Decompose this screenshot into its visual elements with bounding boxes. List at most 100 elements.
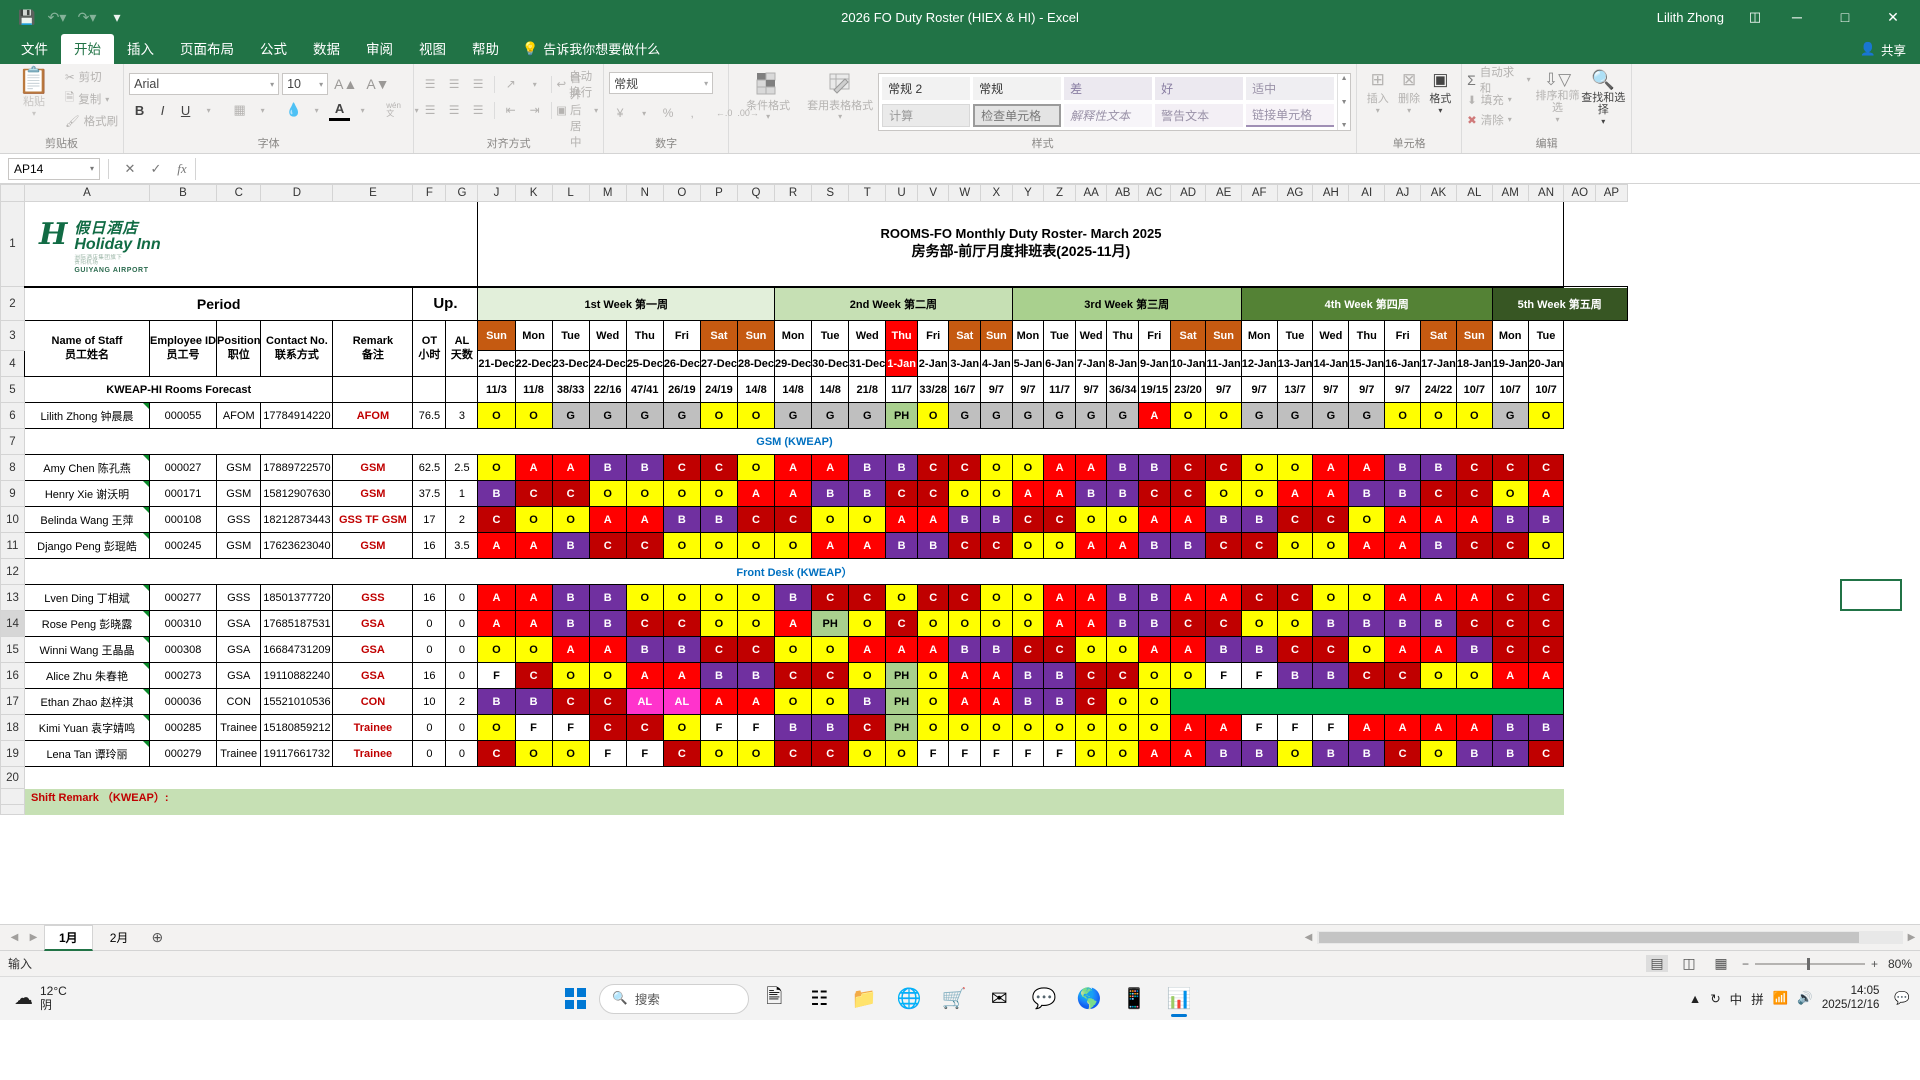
prev-sheet-icon[interactable]: ▶ xyxy=(29,932,38,943)
shift-cell[interactable]: O xyxy=(1074,636,1108,663)
shift-cell[interactable]: G xyxy=(774,402,813,429)
shift-cell[interactable]: C xyxy=(1527,454,1565,481)
staff-id[interactable]: 000245 xyxy=(148,532,218,559)
scroll-right-icon[interactable]: ▶ xyxy=(1907,932,1916,943)
shift-cell[interactable]: C xyxy=(1455,480,1493,507)
staff-ot[interactable]: 37.5 xyxy=(412,480,447,507)
shift-cell[interactable]: A xyxy=(1276,480,1314,507)
shift-cell[interactable]: B xyxy=(811,480,850,507)
column-header-X[interactable]: X xyxy=(980,184,1013,202)
shift-cell[interactable]: O xyxy=(662,532,701,559)
taskview-icon[interactable]: 🖹 xyxy=(766,985,783,1008)
column-header-J[interactable]: J xyxy=(477,184,516,202)
sheet-row-19[interactable]: 19 Lena Tan 谭玲丽 000279 Trainee 19117661732 Tr… xyxy=(0,740,1628,767)
shift-cell[interactable]: A xyxy=(1074,584,1108,611)
style-good[interactable]: 好 xyxy=(1155,77,1244,100)
share-button[interactable]: 👤 共享 xyxy=(1860,40,1920,64)
shift-cell[interactable]: C xyxy=(514,480,553,507)
shift-cell[interactable]: B xyxy=(1348,610,1386,637)
column-header-S[interactable]: S xyxy=(811,184,850,202)
decrease-decimal-icon[interactable]: .00→ xyxy=(737,108,759,118)
shift-cell[interactable]: O xyxy=(477,636,516,663)
staff-name[interactable]: Lilith Zhong 钟晨晨 xyxy=(24,402,150,429)
shift-cell[interactable]: O xyxy=(811,636,850,663)
column-header-O[interactable]: O xyxy=(662,184,701,202)
shift-cell[interactable]: B xyxy=(1240,506,1278,533)
shift-cell[interactable]: C xyxy=(948,584,982,611)
shift-cell[interactable]: C xyxy=(1074,662,1108,689)
wrap-text-button[interactable]: ↩ 自动换行 xyxy=(557,68,599,100)
shift-cell[interactable]: C xyxy=(1312,636,1350,663)
shift-cell[interactable]: B xyxy=(1420,454,1457,481)
staff-name[interactable]: Lena Tan 谭玲丽 xyxy=(24,740,150,767)
shift-cell[interactable]: O xyxy=(980,480,1013,507)
column-header-U[interactable]: U xyxy=(885,184,918,202)
shift-cell[interactable]: O xyxy=(980,454,1013,481)
shift-cell[interactable]: O xyxy=(1106,506,1140,533)
shift-cell[interactable]: A xyxy=(1312,480,1350,507)
staff-contact[interactable]: 18212873443 xyxy=(260,506,334,533)
shift-cell[interactable]: B xyxy=(1106,610,1140,637)
row-header-19[interactable]: 19 xyxy=(0,740,25,767)
column-header-AA[interactable]: AA xyxy=(1074,184,1108,202)
shift-cell[interactable]: O xyxy=(774,532,813,559)
shift-cell[interactable]: O xyxy=(948,480,982,507)
cut-button[interactable]: ✂ 剪切 xyxy=(65,67,118,87)
row-header-16[interactable]: 16 xyxy=(0,662,25,689)
shift-cell[interactable]: O xyxy=(1240,480,1278,507)
staff-name[interactable]: Henry Xie 谢沃明 xyxy=(24,480,150,507)
staff-al[interactable]: 3.5 xyxy=(445,532,479,559)
staff-remark[interactable]: GSA xyxy=(332,662,414,689)
align-left-icon[interactable]: ☰ xyxy=(424,103,436,117)
shift-cell[interactable]: A xyxy=(1169,740,1207,767)
shift-cell[interactable]: B xyxy=(662,506,701,533)
column-header-AP[interactable]: AP xyxy=(1595,184,1628,202)
excel-taskbar-icon[interactable]: 📊 xyxy=(1159,979,1199,1019)
shift-cell[interactable]: B xyxy=(588,584,627,611)
shift-cell[interactable]: B xyxy=(588,454,627,481)
staff-id[interactable]: 000036 xyxy=(148,688,218,715)
shift-cell[interactable]: F xyxy=(699,714,738,741)
column-header-F[interactable]: F xyxy=(412,184,447,202)
row-header-1[interactable]: 1 xyxy=(0,201,25,287)
shift-cell[interactable]: B xyxy=(477,480,516,507)
shift-cell[interactable]: C xyxy=(774,740,813,767)
conditional-formatting-button[interactable]: 条件格式 ▾ xyxy=(734,70,802,121)
staff-name[interactable]: Kimi Yuan 袁字婧鸣 xyxy=(24,714,150,741)
shift-cell[interactable]: B xyxy=(1384,454,1422,481)
row-header-5[interactable]: 5 xyxy=(0,376,25,403)
shift-cell[interactable]: C xyxy=(1348,662,1386,689)
tab-formulas[interactable]: 公式 xyxy=(260,42,287,57)
shift-cell[interactable]: O xyxy=(551,740,590,767)
shift-cell[interactable]: O xyxy=(1491,480,1529,507)
staff-contact[interactable]: 17685187531 xyxy=(260,610,334,637)
tab-data[interactable]: 数据 xyxy=(313,42,340,57)
staff-name[interactable]: Amy Chen 陈孔燕 xyxy=(24,454,150,481)
sheet-tab-feb[interactable]: 2月 xyxy=(109,931,129,945)
shift-cell[interactable]: A xyxy=(1420,636,1457,663)
scroll-left-icon[interactable]: ◀ xyxy=(1304,932,1313,943)
shift-cell[interactable]: B xyxy=(848,688,887,715)
style-normal[interactable]: 常规 xyxy=(973,77,1062,100)
style-normal2[interactable]: 常规 2 xyxy=(882,77,971,100)
italic-button[interactable]: I xyxy=(160,102,165,118)
column-header-B[interactable]: B xyxy=(148,184,218,202)
shift-cell[interactable]: C xyxy=(662,454,701,481)
shift-cell[interactable]: G xyxy=(848,402,887,429)
shift-cell[interactable]: O xyxy=(1074,714,1108,741)
shift-cell[interactable]: PH xyxy=(885,402,918,429)
shift-cell[interactable]: O xyxy=(662,480,701,507)
shift-cell[interactable]: G xyxy=(948,402,982,429)
add-sheet-button[interactable]: ⊕ xyxy=(151,929,164,945)
shift-cell[interactable]: B xyxy=(1455,740,1493,767)
shift-cell[interactable]: C xyxy=(1276,506,1314,533)
shift-cell[interactable]: A xyxy=(1348,714,1386,741)
shift-cell[interactable]: B xyxy=(980,636,1013,663)
zoom-in-icon[interactable]: + xyxy=(1870,956,1878,971)
row-header-blank2[interactable] xyxy=(0,804,25,815)
staff-contact[interactable]: 18501377720 xyxy=(260,584,334,611)
shift-cell[interactable]: C xyxy=(1169,454,1207,481)
shift-cell[interactable]: A xyxy=(811,532,850,559)
staff-al[interactable]: 2 xyxy=(445,506,479,533)
shift-cell[interactable]: A xyxy=(1138,506,1171,533)
